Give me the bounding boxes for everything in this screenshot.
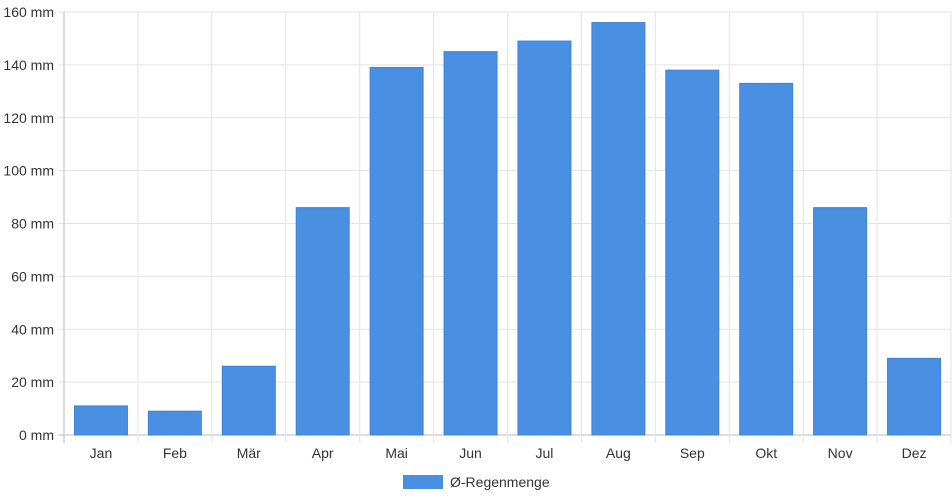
legend-label: Ø-Regenmenge [450, 474, 550, 490]
x-tick-label: Mär [237, 445, 261, 461]
y-tick-label: 40 mm [11, 321, 54, 337]
grid [58, 11, 952, 443]
bar-jun[interactable] [443, 51, 498, 436]
x-tick-label: Dez [902, 445, 927, 461]
bar-dez[interactable] [887, 357, 942, 436]
y-tick-label: 140 mm [3, 57, 54, 73]
x-tick-label: Nov [828, 445, 853, 461]
y-tick-label: 60 mm [11, 268, 54, 284]
legend[interactable]: Ø-Regenmenge [403, 474, 550, 490]
y-tick-label: 160 mm [3, 4, 54, 20]
x-tick-label: Jun [459, 445, 482, 461]
x-tick-label: Aug [606, 445, 631, 461]
y-tick-label: 80 mm [11, 216, 54, 232]
x-tick-label: Mai [385, 445, 408, 461]
x-tick-label: Okt [755, 445, 777, 461]
x-tick-label: Sep [680, 445, 705, 461]
y-tick-label: 100 mm [3, 163, 54, 179]
bars [73, 22, 942, 436]
bar-feb[interactable] [147, 410, 202, 436]
x-tick-label: Jan [90, 445, 113, 461]
bar-jul[interactable] [517, 40, 572, 436]
y-tick-label: 120 mm [3, 110, 54, 126]
bar-okt[interactable] [739, 82, 794, 436]
bar-mai[interactable] [369, 67, 424, 436]
y-axis-ticks: 0 mm 20 mm 40 mm 60 mm 80 mm 100 mm 120 mm 140 … [3, 4, 54, 443]
x-tick-label: Feb [163, 445, 187, 461]
x-tick-label: Apr [312, 445, 334, 461]
bar-nov[interactable] [813, 207, 868, 436]
bar-sep[interactable] [665, 69, 720, 436]
y-tick-label: 20 mm [11, 374, 54, 390]
bar-apr[interactable] [295, 207, 350, 436]
y-tick-label: 0 mm [19, 427, 54, 443]
bar-aug[interactable] [591, 22, 646, 436]
x-axis-ticks: Jan Feb Mär Apr Mai Jun Jul Aug Sep Okt Nov Dez [90, 445, 927, 461]
bar-mär[interactable] [221, 365, 276, 436]
x-tick-label: Jul [536, 445, 554, 461]
bar-jan[interactable] [73, 405, 128, 436]
legend-swatch [403, 475, 443, 489]
